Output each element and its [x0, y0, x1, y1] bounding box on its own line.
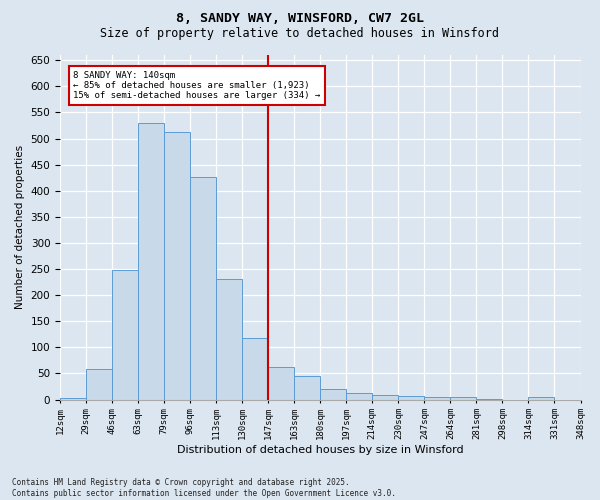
- Bar: [190, 176, 216, 400]
- Bar: [373, 396, 398, 400]
- Text: Contains HM Land Registry data © Crown copyright and database right 2025.
Contai: Contains HM Land Registry data © Crown c…: [12, 478, 396, 498]
- Bar: [138, 123, 164, 400]
- Bar: [268, 367, 294, 400]
- Bar: [451, 398, 476, 400]
- Text: 8, SANDY WAY, WINSFORD, CW7 2GL: 8, SANDY WAY, WINSFORD, CW7 2GL: [176, 12, 424, 26]
- Bar: [60, 398, 86, 400]
- Y-axis label: Number of detached properties: Number of detached properties: [15, 145, 25, 310]
- Bar: [242, 338, 268, 400]
- Bar: [112, 270, 138, 400]
- Bar: [476, 399, 502, 400]
- Bar: [86, 370, 112, 400]
- Bar: [398, 396, 424, 400]
- Bar: [216, 279, 242, 400]
- Bar: [424, 397, 451, 400]
- Text: 8 SANDY WAY: 140sqm
← 85% of detached houses are smaller (1,923)
15% of semi-det: 8 SANDY WAY: 140sqm ← 85% of detached ho…: [73, 70, 320, 101]
- Bar: [294, 376, 320, 400]
- Bar: [320, 389, 346, 400]
- Bar: [346, 394, 373, 400]
- Bar: [164, 132, 190, 400]
- X-axis label: Distribution of detached houses by size in Winsford: Distribution of detached houses by size …: [177, 445, 464, 455]
- Bar: [529, 397, 554, 400]
- Text: Size of property relative to detached houses in Winsford: Size of property relative to detached ho…: [101, 28, 499, 40]
